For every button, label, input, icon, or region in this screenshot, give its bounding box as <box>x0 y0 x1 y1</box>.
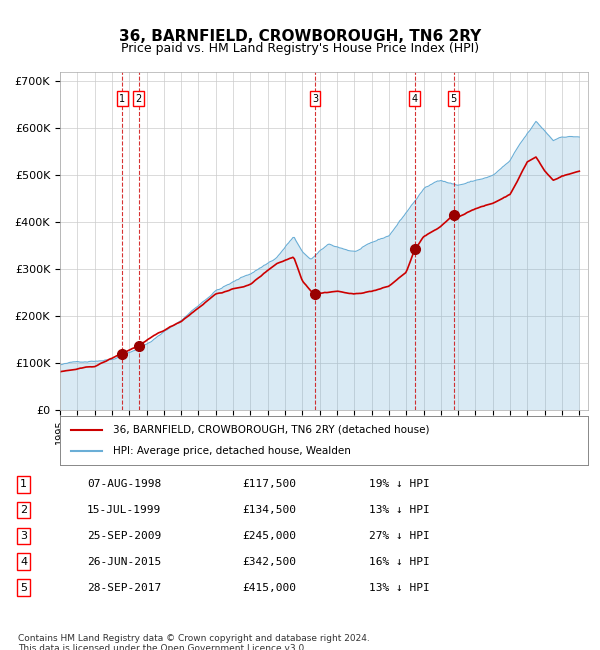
Text: 3: 3 <box>312 94 318 103</box>
Text: 5: 5 <box>20 582 27 593</box>
Text: 1: 1 <box>119 94 125 103</box>
Text: 27% ↓ HPI: 27% ↓ HPI <box>369 531 430 541</box>
Text: 5: 5 <box>451 94 457 103</box>
Text: 26-JUN-2015: 26-JUN-2015 <box>87 557 161 567</box>
Text: 4: 4 <box>20 557 27 567</box>
Text: 25-SEP-2009: 25-SEP-2009 <box>87 531 161 541</box>
Text: 15-JUL-1999: 15-JUL-1999 <box>87 505 161 515</box>
Text: 16% ↓ HPI: 16% ↓ HPI <box>369 557 430 567</box>
Text: 4: 4 <box>412 94 418 103</box>
Text: Contains HM Land Registry data © Crown copyright and database right 2024.
This d: Contains HM Land Registry data © Crown c… <box>18 634 370 650</box>
Text: £245,000: £245,000 <box>242 531 296 541</box>
Text: HPI: Average price, detached house, Wealden: HPI: Average price, detached house, Weal… <box>113 446 350 456</box>
Text: 36, BARNFIELD, CROWBOROUGH, TN6 2RY: 36, BARNFIELD, CROWBOROUGH, TN6 2RY <box>119 29 481 44</box>
Text: £415,000: £415,000 <box>242 582 296 593</box>
Text: £117,500: £117,500 <box>242 479 296 489</box>
Text: Price paid vs. HM Land Registry's House Price Index (HPI): Price paid vs. HM Land Registry's House … <box>121 42 479 55</box>
Text: 2: 2 <box>136 94 142 103</box>
Text: 28-SEP-2017: 28-SEP-2017 <box>87 582 161 593</box>
Text: £134,500: £134,500 <box>242 505 296 515</box>
Text: 1: 1 <box>20 479 27 489</box>
Text: £342,500: £342,500 <box>242 557 296 567</box>
Text: 13% ↓ HPI: 13% ↓ HPI <box>369 505 430 515</box>
Text: 2: 2 <box>20 505 27 515</box>
Text: 19% ↓ HPI: 19% ↓ HPI <box>369 479 430 489</box>
Text: 13% ↓ HPI: 13% ↓ HPI <box>369 582 430 593</box>
Text: 3: 3 <box>20 531 27 541</box>
Text: 07-AUG-1998: 07-AUG-1998 <box>87 479 161 489</box>
Text: 36, BARNFIELD, CROWBOROUGH, TN6 2RY (detached house): 36, BARNFIELD, CROWBOROUGH, TN6 2RY (det… <box>113 424 430 435</box>
